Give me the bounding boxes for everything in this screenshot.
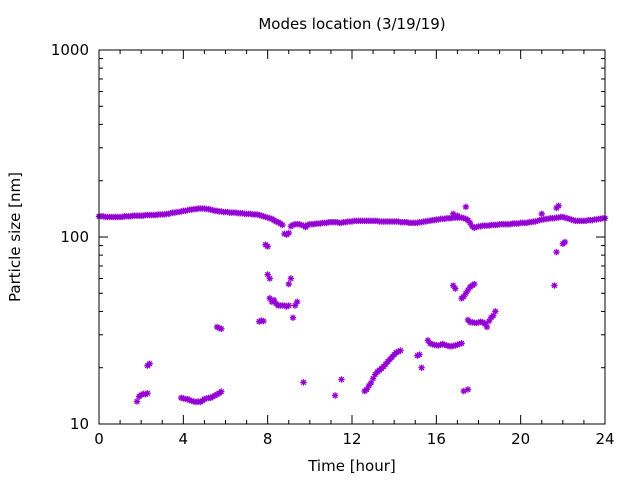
data-point bbox=[338, 376, 345, 383]
x-tick-label: 12 bbox=[342, 430, 361, 448]
y-tick-label: 1000 bbox=[51, 41, 89, 59]
data-point bbox=[279, 221, 286, 229]
data-point bbox=[416, 351, 423, 358]
data-point bbox=[551, 282, 558, 289]
data-points bbox=[95, 202, 609, 406]
data-point bbox=[293, 298, 301, 306]
data-point bbox=[458, 340, 465, 347]
data-point bbox=[218, 325, 225, 332]
data-point bbox=[144, 390, 151, 397]
data-point bbox=[454, 212, 461, 219]
data-point bbox=[483, 323, 491, 331]
data-point bbox=[287, 275, 295, 282]
data-point bbox=[260, 317, 267, 325]
data-point bbox=[397, 347, 404, 354]
data-point bbox=[264, 243, 271, 250]
data-point bbox=[218, 388, 225, 395]
axis-ticks: 0 4 8 12 16 20 24 10 100 1000 bbox=[51, 41, 615, 448]
x-tick-label: 24 bbox=[595, 430, 614, 448]
data-point bbox=[462, 203, 470, 211]
data-point bbox=[555, 202, 562, 209]
data-point bbox=[300, 379, 307, 386]
data-point bbox=[452, 285, 459, 292]
x-tick-label: 20 bbox=[511, 430, 530, 448]
x-tick-label: 0 bbox=[94, 430, 104, 448]
data-point bbox=[418, 364, 425, 371]
data-point bbox=[464, 386, 472, 393]
y-axis-label: Particle size [nm] bbox=[6, 172, 24, 302]
data-point bbox=[553, 248, 560, 256]
data-point bbox=[471, 280, 478, 288]
data-point bbox=[266, 275, 273, 282]
data-point bbox=[289, 314, 297, 321]
x-axis-label: Time [hour] bbox=[307, 457, 396, 475]
x-tick-label: 16 bbox=[427, 430, 446, 448]
data-point bbox=[133, 398, 141, 405]
data-point bbox=[146, 360, 153, 367]
x-tick-label: 4 bbox=[179, 430, 189, 448]
data-point bbox=[492, 308, 499, 315]
data-point bbox=[285, 229, 292, 237]
data-point bbox=[561, 238, 569, 246]
data-point bbox=[285, 302, 292, 309]
data-point bbox=[538, 210, 545, 218]
x-tick-label: 8 bbox=[263, 430, 273, 448]
chart-title: Modes location (3/19/19) bbox=[258, 15, 445, 33]
data-point bbox=[331, 392, 339, 399]
data-point bbox=[285, 280, 292, 288]
y-tick-label: 100 bbox=[60, 228, 89, 246]
plot-frame bbox=[98, 49, 606, 425]
y-tick-label: 10 bbox=[70, 415, 89, 433]
